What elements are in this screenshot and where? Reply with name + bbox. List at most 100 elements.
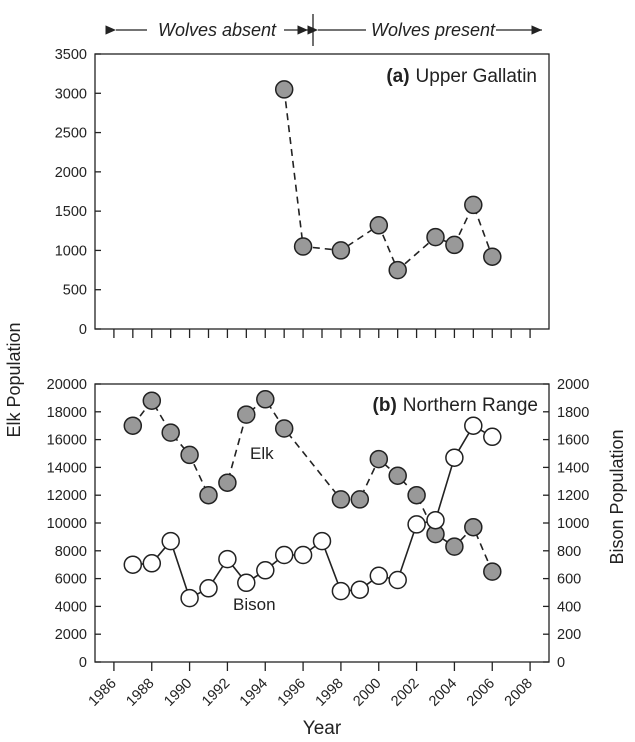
y-tick-label: 18000 xyxy=(47,405,87,421)
data-point-elk xyxy=(483,562,502,581)
data-point-p0s0 xyxy=(274,80,294,99)
data-point-elk xyxy=(256,390,275,409)
y-tick-label: 1000 xyxy=(55,243,87,259)
data-point-bison xyxy=(256,561,275,580)
data-point-p0s0 xyxy=(464,195,483,215)
data-point-bison xyxy=(142,554,162,573)
y2-tick-label: 400 xyxy=(557,599,581,615)
data-point-bison xyxy=(388,570,407,590)
panel-a-name: Upper Gallatin xyxy=(416,66,537,87)
data-point-p0s0 xyxy=(445,235,464,255)
data-point-elk xyxy=(180,445,199,465)
y-tick-label: 14000 xyxy=(47,460,87,476)
y2-tick-label: 0 xyxy=(557,655,565,671)
panel-b-series xyxy=(123,390,502,608)
y-tick-label: 2000 xyxy=(55,165,87,181)
x-tick-label: 1990 xyxy=(161,676,195,710)
data-point-bison xyxy=(123,555,143,574)
y2-tick-label: 800 xyxy=(557,544,581,560)
data-point-bison xyxy=(218,549,237,569)
x-tick-label: 1988 xyxy=(123,676,157,710)
x-tick-label: 2002 xyxy=(388,676,422,710)
data-point-bison xyxy=(483,427,502,447)
data-point-bison xyxy=(180,588,199,608)
y-axis-title-left: Elk Population xyxy=(4,322,24,437)
data-point-bison xyxy=(199,579,218,598)
y-tick-label: 4000 xyxy=(55,599,87,615)
data-point-bison xyxy=(426,510,445,530)
panel-a-title: (a) Upper Gallatin xyxy=(386,66,537,87)
data-point-elk xyxy=(445,537,464,556)
data-point-bison xyxy=(274,545,294,565)
y2-tick-label: 200 xyxy=(557,627,581,643)
y2-tick-label: 1200 xyxy=(557,488,589,504)
data-point-elk xyxy=(331,490,351,509)
data-point-bison xyxy=(350,580,370,599)
panel-b-name: Northern Range xyxy=(403,395,538,416)
y-tick-label: 8000 xyxy=(55,544,87,560)
data-point-p0s0 xyxy=(331,241,351,260)
wolves-header: Wolves absent Wolves present xyxy=(105,14,542,46)
y-tick-label: 2000 xyxy=(55,627,87,643)
y-tick-label: 0 xyxy=(79,322,87,338)
x-tick-label: 1986 xyxy=(86,676,120,710)
data-point-elk xyxy=(218,473,237,492)
x-axis-title: Year xyxy=(303,718,342,739)
y2-tick-label: 2000 xyxy=(557,377,589,393)
data-point-elk xyxy=(161,423,180,442)
elk-series-label: Elk xyxy=(250,444,274,463)
panel-b-title: (b) Northern Range xyxy=(373,395,538,416)
y-tick-label: 20000 xyxy=(47,377,87,393)
data-point-elk xyxy=(142,391,162,410)
data-point-p0s0 xyxy=(426,227,445,247)
data-point-elk xyxy=(407,485,426,505)
data-point-bison xyxy=(161,531,180,551)
x-tick-label: 1992 xyxy=(199,676,233,710)
y2-tick-label: 1600 xyxy=(557,433,589,449)
data-point-elk xyxy=(464,517,483,537)
wolves-absent-label: Wolves absent xyxy=(158,20,277,40)
data-point-p0s0 xyxy=(483,247,502,266)
data-point-bison xyxy=(369,566,389,586)
data-point-bison xyxy=(293,545,313,565)
data-point-elk xyxy=(350,490,370,509)
data-point-p0s0 xyxy=(369,216,389,235)
bison-series-label: Bison xyxy=(233,595,276,614)
panel-a-axes: 0 500 1000 1500 2000 2500 3000 3500 xyxy=(55,47,531,338)
data-point-elk xyxy=(237,405,256,424)
y-tick-label: 6000 xyxy=(55,572,87,588)
wolves-present-label: Wolves present xyxy=(371,20,496,40)
y-tick-label: 500 xyxy=(63,283,87,299)
y2-tick-label: 1800 xyxy=(557,405,589,421)
panel-b-tag: (b) xyxy=(373,395,397,416)
x-tick-label: 1994 xyxy=(237,676,271,710)
x-tick-label: 2008 xyxy=(502,676,536,710)
data-point-bison xyxy=(445,448,464,467)
data-point-bison xyxy=(464,416,483,435)
y-tick-label: 1500 xyxy=(55,204,87,220)
y2-tick-label: 1400 xyxy=(557,460,589,476)
data-point-elk xyxy=(274,419,294,438)
data-point-bison xyxy=(407,515,426,534)
data-point-elk xyxy=(369,449,389,469)
y-tick-label: 16000 xyxy=(47,433,87,449)
y-tick-label: 3000 xyxy=(55,86,87,102)
y-tick-label: 2500 xyxy=(55,126,87,142)
data-point-p0s0 xyxy=(388,260,407,280)
data-point-elk xyxy=(199,485,218,505)
x-tick-label: 1998 xyxy=(313,676,347,710)
y2-tick-label: 1000 xyxy=(557,516,589,532)
panel-a-series xyxy=(274,80,502,280)
y-tick-label: 10000 xyxy=(47,516,87,532)
y-axis-title-right: Bison Population xyxy=(607,429,627,564)
x-tick-label: 2004 xyxy=(426,676,460,710)
data-point-elk xyxy=(123,416,143,435)
y2-tick-label: 600 xyxy=(557,572,581,588)
data-point-elk xyxy=(388,466,407,485)
x-tick-label: 2000 xyxy=(350,676,384,710)
data-point-p0s0 xyxy=(293,237,313,256)
data-point-bison xyxy=(237,573,256,593)
y-tick-label: 0 xyxy=(79,655,87,671)
x-tick-label: 2006 xyxy=(464,676,498,710)
